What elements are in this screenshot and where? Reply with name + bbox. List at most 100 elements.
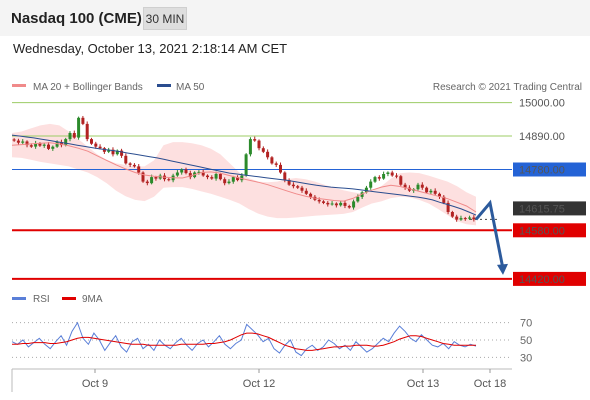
level-labels: 15000.00 14890.00 14780.00 14615.75 14580.00… [513,98,586,286]
candle [455,214,459,222]
svg-text:14890.00: 14890.00 [519,131,565,143]
candle [450,210,454,218]
candle [309,192,313,199]
candle [81,115,85,126]
candle [124,153,128,165]
osc-tick-label: 30 [520,352,532,364]
candle [90,137,93,145]
candle [287,178,291,186]
level-label-resistance: 15000.00 [519,98,565,110]
key-levels [12,102,512,280]
ma50-line [11,134,477,216]
candle [472,215,476,222]
candle [369,179,373,190]
candle [386,171,390,177]
x-axis: Oct 9 Oct 12 Oct 13 Oct 18 [11,368,512,392]
bollinger-legend-swatch [12,84,26,87]
osc-tick-label: 50 [520,335,532,347]
moving-averages [11,134,477,216]
x-tick-label: Oct 9 [82,378,108,390]
candle [360,191,364,199]
candle [416,182,420,191]
candle [463,216,467,221]
forecast-arrowhead [497,263,508,275]
x-tick-label: Oct 13 [407,378,439,390]
candle [85,121,89,142]
candle [94,141,98,149]
candle [347,204,351,209]
candle [279,162,282,174]
ma9-legend-swatch [62,297,76,300]
candle [261,146,265,154]
ma50-legend-swatch [157,84,171,87]
candle [42,142,46,148]
candle [175,170,179,177]
candle [420,182,424,190]
level-label-last: 14615.75 [513,201,586,216]
candle [77,116,81,140]
rsi-line [11,321,477,357]
candle [399,174,403,186]
level-label-support: 14580.00 [513,223,586,238]
rsi-legend-label: RSI [33,294,50,305]
instrument-title: Nasdaq 100 (CME) [11,10,142,27]
candle [446,200,450,215]
svg-text:14580.00: 14580.00 [519,225,565,237]
rsi-legend-swatch [12,297,26,300]
candle [210,175,214,180]
ma50-legend-label: MA 50 [176,82,205,93]
candle [334,202,338,208]
candle [266,149,270,160]
candle [167,177,171,182]
candle [270,156,274,165]
candle [128,162,132,168]
svg-text:15000.00: 15000.00 [519,98,565,110]
ma20-line [11,142,477,213]
level-label-resistance: 14890.00 [519,131,565,143]
candle [291,182,295,189]
title-bar: Nasdaq 100 (CME) 30 MIN [0,0,590,36]
candle [214,171,218,181]
candle [197,170,201,175]
candle [59,139,63,148]
bollinger-bands [12,123,476,226]
candle [274,161,278,168]
candle [47,142,50,151]
candle [390,170,394,177]
candle [459,215,463,221]
candle [373,175,377,183]
candle [227,179,231,185]
candle [395,173,398,179]
candle [429,188,433,195]
candle [68,131,72,142]
svg-text:14780.00: 14780.00 [519,165,565,177]
svg-text:14615.75: 14615.75 [519,203,565,215]
candle [231,175,235,184]
candle [184,167,188,175]
timestamp: Wednesday, October 13, 2021 2:18:14 AM C… [13,41,288,56]
candle [382,171,386,180]
candle [115,149,119,156]
candle [253,136,257,142]
forecast-arrow [474,199,508,275]
candle [72,130,76,139]
timeframe-badge[interactable]: 30 MIN [143,7,187,30]
candle [326,201,330,207]
candle [16,138,20,145]
candle [330,201,334,206]
candle [322,200,325,205]
candle [304,188,308,196]
candle [201,169,205,177]
bollinger-band-area [12,123,476,226]
candle [21,139,25,144]
oscillator-panel: 70 50 30 [11,318,532,364]
candle [438,192,441,199]
x-tick-label: Oct 12 [243,378,275,390]
forecast-path [474,199,505,270]
candle [218,172,222,181]
level-label-pivot: 14780.00 [513,162,586,177]
candle [137,164,141,175]
candle [141,171,145,183]
